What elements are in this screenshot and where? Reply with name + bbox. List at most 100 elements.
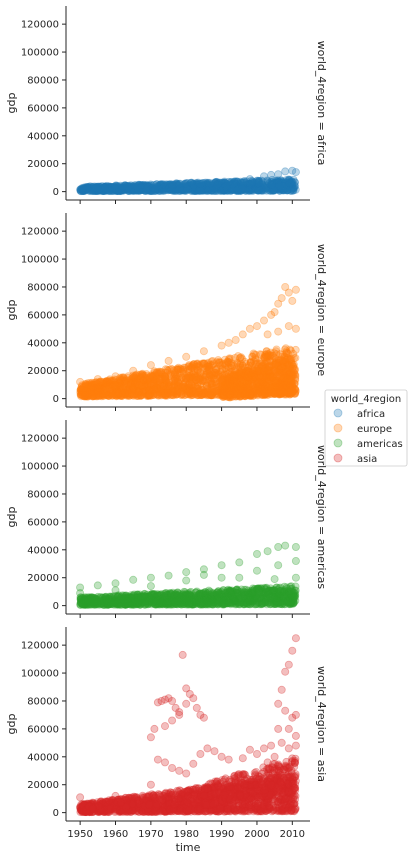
data-point — [189, 388, 196, 395]
data-point — [95, 392, 102, 399]
data-point — [291, 587, 298, 594]
data-point — [282, 168, 289, 175]
data-point — [223, 374, 230, 381]
data-point — [292, 557, 299, 564]
data-point — [82, 597, 89, 604]
data-point — [180, 366, 187, 373]
data-point — [183, 569, 190, 576]
data-point — [92, 185, 99, 192]
data-point — [246, 325, 253, 332]
y-tick-label: 40000 — [27, 131, 59, 142]
data-point — [161, 590, 168, 597]
data-point — [200, 348, 207, 355]
data-point — [255, 368, 262, 375]
y-axis-label: gdp — [5, 93, 18, 114]
data-point — [197, 380, 204, 387]
data-point — [104, 598, 111, 605]
data-point — [218, 574, 225, 581]
data-point — [246, 176, 253, 183]
scatter-points-asia — [77, 635, 300, 816]
data-point — [286, 385, 293, 392]
data-point — [77, 378, 84, 385]
data-point — [280, 183, 287, 190]
data-point — [119, 183, 126, 190]
data-point — [286, 346, 293, 353]
data-point — [251, 351, 258, 358]
y-tick-label: 120000 — [21, 227, 59, 238]
data-point — [273, 600, 280, 607]
data-point — [268, 171, 275, 178]
data-point — [285, 176, 292, 183]
data-point — [255, 180, 262, 187]
data-point — [209, 589, 216, 596]
data-point — [209, 362, 216, 369]
data-point — [275, 171, 282, 178]
data-point — [176, 180, 183, 187]
y-tick-label: 40000 — [27, 338, 59, 349]
y-tick-label: 20000 — [27, 366, 59, 377]
data-point — [106, 377, 113, 384]
data-point — [237, 377, 244, 384]
data-point — [260, 317, 267, 324]
data-point — [125, 381, 132, 388]
data-point — [143, 187, 150, 194]
data-point — [253, 550, 260, 557]
data-point — [265, 367, 272, 374]
data-point — [260, 173, 267, 180]
data-point — [112, 580, 119, 587]
data-point — [285, 379, 292, 386]
data-point — [256, 590, 263, 597]
data-point — [292, 574, 299, 581]
data-point — [281, 601, 288, 608]
data-point — [274, 377, 281, 384]
data-point — [200, 571, 207, 578]
data-point — [275, 328, 282, 335]
y-tick-label: 120000 — [21, 434, 59, 445]
data-point — [112, 382, 119, 389]
y-tick-label: 0 — [53, 601, 59, 612]
data-point — [238, 354, 245, 361]
data-point — [232, 336, 239, 343]
data-point — [211, 369, 218, 376]
data-point — [292, 286, 299, 293]
data-point — [196, 187, 203, 194]
data-point — [88, 383, 95, 390]
data-point — [197, 180, 204, 187]
data-point — [253, 567, 260, 574]
data-point — [183, 353, 190, 360]
data-point — [234, 370, 241, 377]
data-point — [234, 587, 241, 594]
data-point — [281, 369, 288, 376]
data-point — [264, 548, 271, 555]
data-point — [246, 597, 253, 604]
data-point — [195, 388, 202, 395]
y-tick-label: 100000 — [21, 462, 59, 473]
y-tick-label: 60000 — [27, 103, 59, 114]
data-point — [147, 362, 154, 369]
data-point — [267, 601, 274, 608]
data-point — [253, 323, 260, 330]
data-point — [222, 600, 229, 607]
data-point — [239, 331, 246, 338]
data-point — [147, 583, 154, 590]
data-point — [265, 376, 272, 383]
data-point — [292, 543, 299, 550]
data-point — [94, 376, 101, 383]
data-point — [289, 297, 296, 304]
data-point — [280, 592, 287, 599]
facet-label: world_4region = americas — [315, 445, 328, 589]
data-point — [225, 359, 232, 366]
y-tick-label: 0 — [53, 187, 59, 198]
y-axis-label: gdp — [5, 300, 18, 321]
data-point — [282, 542, 289, 549]
y-tick-label: 80000 — [27, 282, 59, 293]
data-point — [292, 325, 299, 332]
data-point — [77, 590, 84, 597]
data-point — [165, 387, 172, 394]
data-point — [230, 596, 237, 603]
data-point — [275, 543, 282, 550]
